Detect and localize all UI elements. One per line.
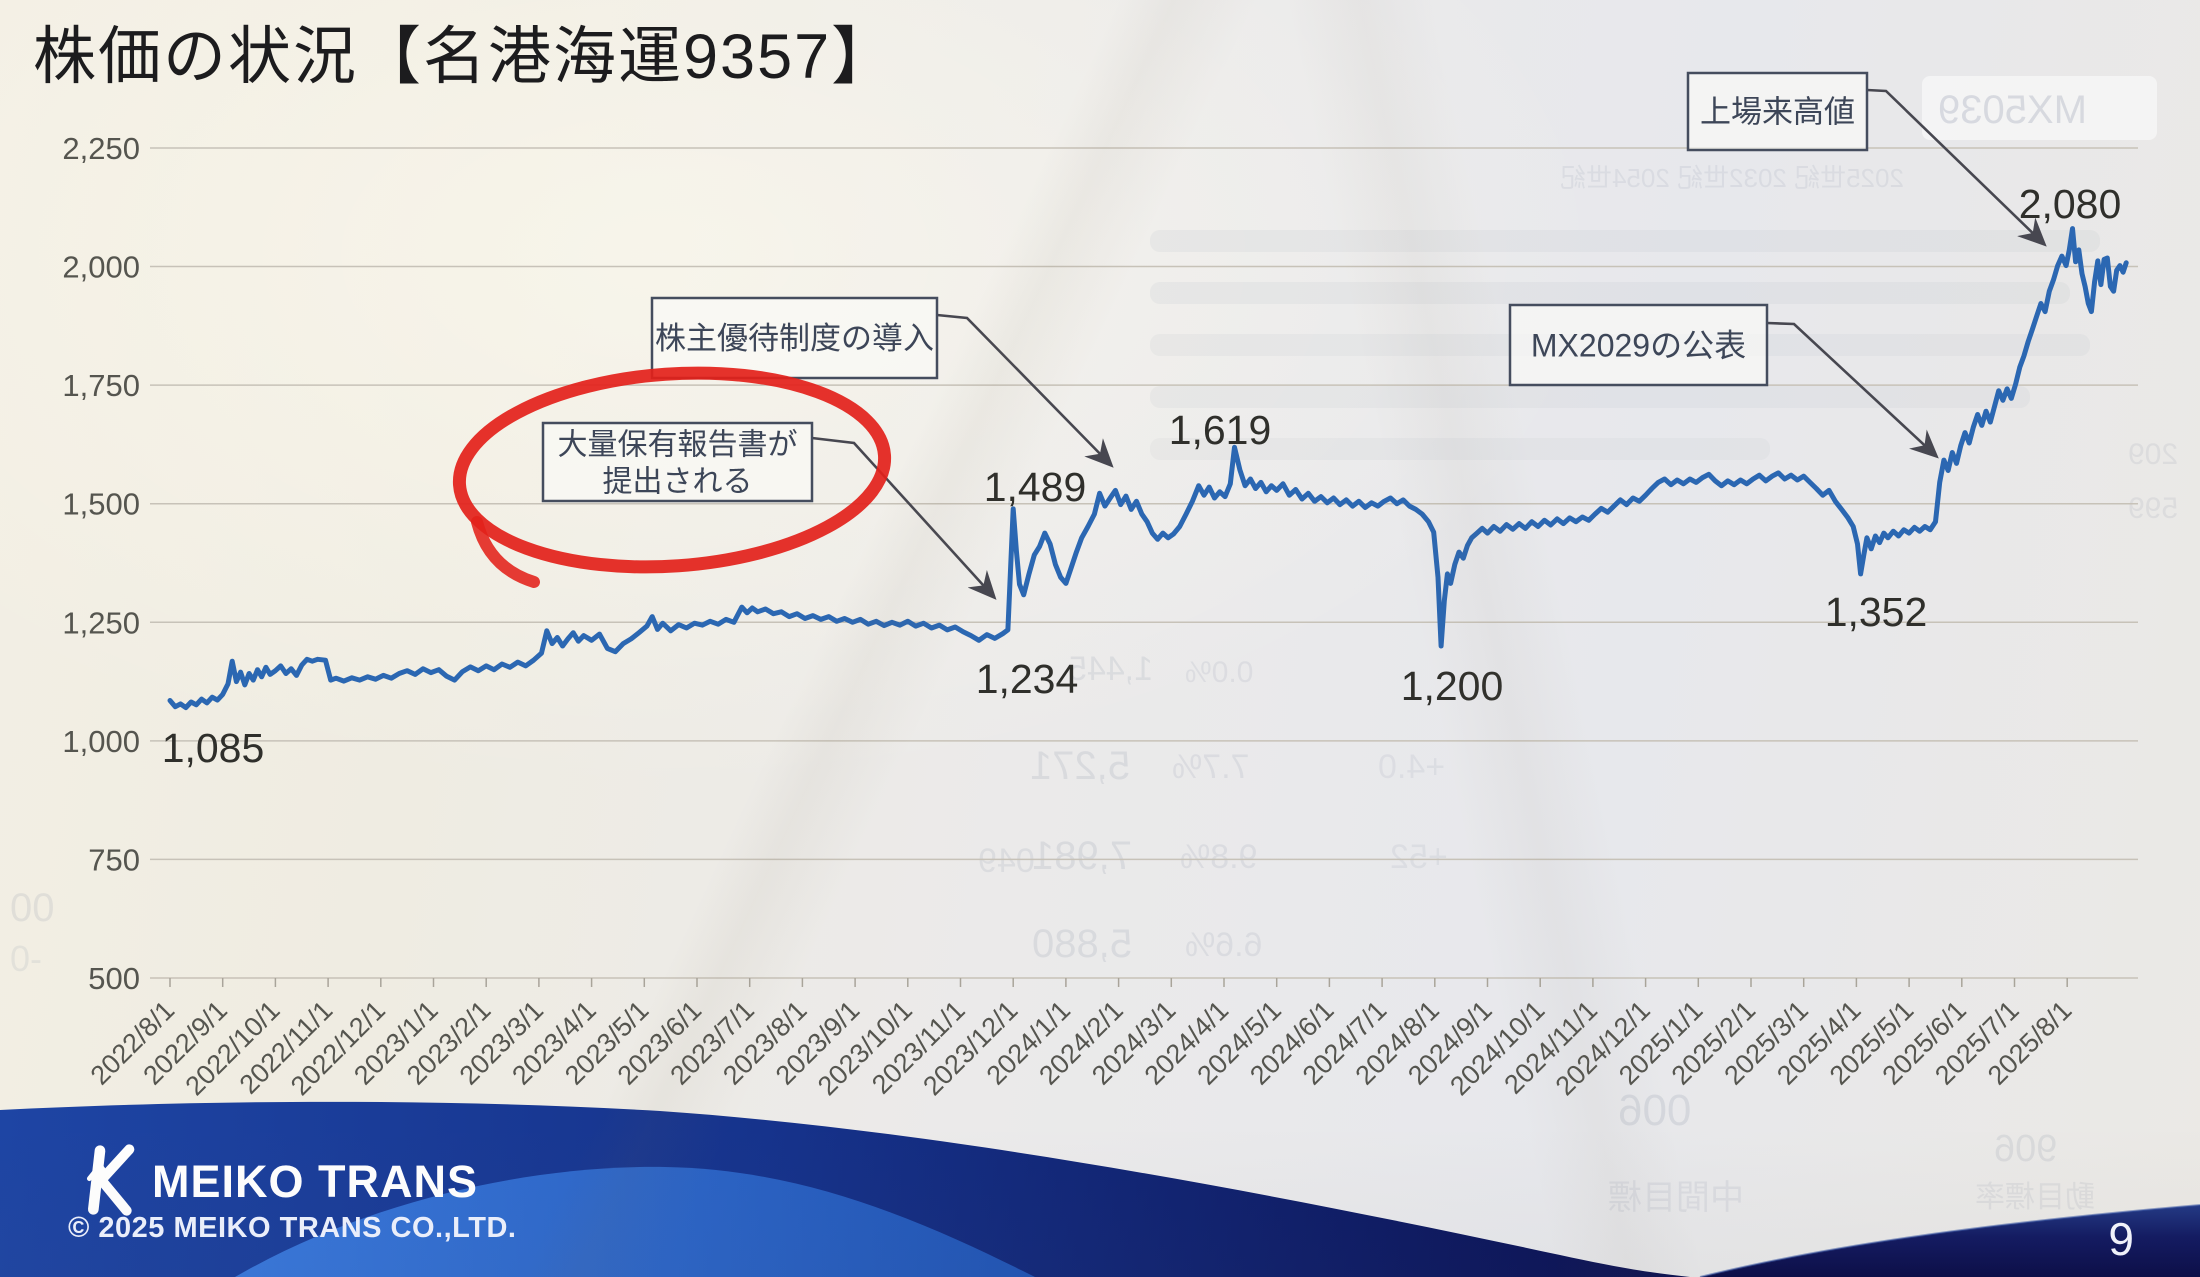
stock-price-series	[167, 226, 2129, 711]
red-marker-circle	[452, 366, 892, 588]
callout-arrow-benefit-program	[936, 313, 1114, 468]
callout-text-benefit-program: 株主優待制度の導入	[655, 321, 934, 356]
brand-wordmark: MEIKO TRANS	[152, 1156, 478, 1207]
callout-box-all-time-high	[1686, 71, 1869, 152]
callout-text-large-holding: 提出される	[603, 465, 753, 498]
point-value-label: 1,200	[1401, 663, 1504, 709]
y-axis-label: 2,000	[62, 250, 140, 285]
y-axis-label: 1,000	[62, 724, 140, 759]
gridlines	[150, 147, 2138, 979]
footer-wave-light	[235, 1166, 1035, 1277]
point-value-label: 1,085	[162, 725, 265, 771]
red-highlight-tail	[471, 516, 540, 588]
callout-box-benefit-program	[650, 296, 939, 380]
callout-arrow-mx2029	[1766, 321, 1939, 459]
point-value-label: 1,619	[1169, 407, 1272, 453]
annotations: 1,085 1,234 1,489 1,619 1,200 1,352 2,080 株主優待制…	[162, 71, 2122, 771]
red-highlight-ellipse	[452, 366, 892, 574]
y-axis-label: 2,250	[62, 131, 140, 166]
callout-box-large-holding	[541, 421, 814, 503]
y-axis-label: 1,500	[62, 487, 140, 522]
footer-wave-right-edge	[1699, 1204, 2200, 1277]
point-value-label: 1,234	[976, 656, 1079, 702]
footer-wave-right	[1700, 1205, 2200, 1277]
callout-text-mx2029: MX2029の公表	[1531, 328, 1746, 364]
callout-arrow-large-holding	[811, 436, 997, 600]
y-axis-label: 750	[88, 842, 140, 877]
price-line	[167, 226, 2129, 711]
callout-box-mx2029	[1508, 303, 1769, 387]
page-title: 株価の状況【名港海運9357】	[33, 22, 897, 92]
axes: 2,2502,0001,7501,5001,2501,0007505002022…	[62, 131, 2077, 1101]
copyright-text: © 2025 MEIKO TRANS CO.,LTD.	[68, 1212, 517, 1244]
y-axis-label: 1,250	[62, 605, 140, 640]
point-value-label: 2,080	[2019, 181, 2122, 227]
y-axis-label: 500	[88, 961, 140, 996]
y-axis-label: 1,750	[62, 368, 140, 403]
callout-arrow-all-time-high	[1866, 88, 2047, 247]
callout-text-all-time-high: 上場来高値	[1700, 95, 1855, 130]
meiko-trans-logo-icon	[86, 1144, 135, 1216]
page-number: 9	[2108, 1213, 2134, 1265]
point-value-label: 1,489	[984, 464, 1087, 510]
point-value-label: 1,352	[1825, 589, 1928, 635]
footer-wave	[0, 1101, 2200, 1277]
callout-text-large-holding: 大量保有報告書が	[558, 428, 798, 461]
